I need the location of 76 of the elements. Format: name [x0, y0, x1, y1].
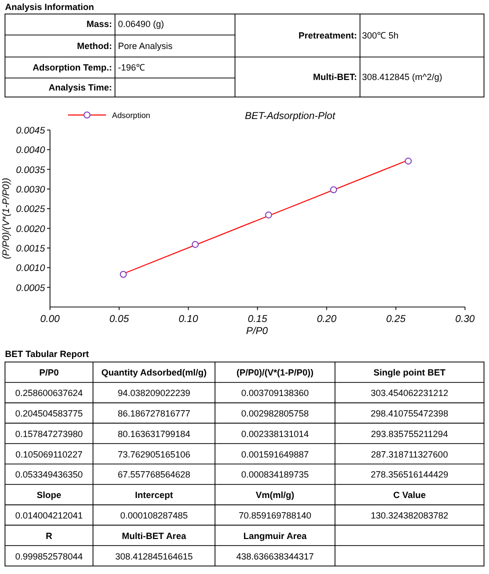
y-tick-label: 0.0045 [16, 126, 46, 136]
text: 0.000834189735 [241, 470, 309, 480]
text: 0.053349436350 [15, 470, 83, 480]
text: Intercept [134, 490, 174, 500]
y-tick-label: 0.0030 [16, 184, 46, 196]
x-tick-label: 0.15 [248, 314, 268, 325]
x-tick-label: 0.25 [386, 314, 406, 325]
text: R [46, 530, 53, 541]
text: (P/P0)/(V*(1-P/P0)) [236, 368, 314, 378]
text: Adsorption Temp.: [32, 62, 112, 72]
text: 293.835755211294 [371, 428, 448, 439]
y-tick-label: 0.0020 [16, 224, 46, 235]
text: 0.001591649887 [241, 449, 309, 460]
text: 287.318711327600 [371, 449, 448, 460]
x-axis-title: P/P0 [246, 326, 268, 337]
text: 80.163631799184 [118, 428, 190, 439]
text: 0.157847273980 [15, 428, 83, 439]
text: 0.014004212041 [15, 510, 83, 520]
text: Adsorption [112, 111, 150, 120]
x-tick-label: 0.10 [178, 314, 198, 325]
text: 300℃ 5h [362, 30, 399, 40]
text: 0.258600637624 [15, 388, 83, 398]
y-tick-label: 0.0005 [16, 282, 46, 294]
x-tick-label: 0.20 [316, 314, 337, 325]
text: 308.412845164615 [115, 551, 193, 562]
point [404, 158, 412, 165]
chart-title: BET-Adsorption-Plot [244, 111, 336, 122]
text: 0.999852578044 [15, 551, 83, 562]
text: Single point BET [374, 368, 446, 378]
text: Pore Analysis [118, 41, 174, 51]
text: 0.003709138360 [241, 388, 309, 398]
text: P/P0 [39, 368, 59, 378]
text: -196℃ [118, 62, 146, 72]
text: 0.002338131014 [241, 428, 309, 439]
text: 67.557768564628 [118, 470, 190, 480]
text: Slope [36, 490, 62, 500]
text: 0.06490 (g) [118, 19, 164, 29]
text: 298.410755472398 [370, 408, 448, 418]
text: 0.105069110227 [16, 449, 82, 460]
text: C Value [393, 490, 426, 500]
y-tick-label: 0.0010 [16, 263, 46, 274]
text: Multi-BET Area [122, 530, 188, 541]
text: 303.454062231212 [370, 388, 448, 398]
text: 0.204504583775 [15, 408, 83, 418]
text: 278.356516144429 [370, 470, 448, 480]
text: Analysis Time: [48, 82, 112, 92]
text: Method: [77, 41, 112, 51]
text: 73.762905165106 [118, 449, 190, 460]
text: Vm(ml/g) [256, 490, 294, 500]
text: 438.636638344317 [236, 551, 314, 562]
y-tick-label: 0.0025 [16, 204, 46, 216]
text: 0.002982805758 [241, 408, 309, 418]
text: Analysis Information [5, 2, 94, 12]
point [265, 211, 272, 218]
x-tick-label: 0.30 [455, 314, 476, 325]
y-tick-label: 0.0015 [16, 244, 46, 254]
point [192, 240, 199, 248]
y-axis-title: (P/P0)/(V*(1-P/P0)) [1, 178, 12, 260]
text: 130.324382083782 [370, 510, 448, 520]
text: 0.000108287485 [120, 510, 188, 520]
y-tick-label: 0.0035 [16, 164, 46, 176]
point [120, 270, 127, 278]
text: Pretreatment: [298, 30, 357, 40]
x-tick-label: 0.00 [40, 314, 60, 325]
text: Mass: [86, 19, 112, 29]
text: 94.038209022239 [118, 388, 190, 398]
x-tick-label: 0.05 [109, 314, 130, 325]
text: Quantity Adsorbed(ml/g) [101, 368, 207, 378]
text: 86.186727816777 [118, 408, 190, 418]
point [330, 186, 338, 194]
text: 70.859169788140 [238, 510, 312, 520]
text: BET Tabular Report [5, 349, 89, 359]
text: Multi-BET: [313, 72, 357, 82]
text: Langmuir Area [243, 530, 308, 541]
y-tick-label: 0.0040 [16, 145, 46, 156]
text: 308.412845 (m^2/g) [362, 72, 442, 82]
